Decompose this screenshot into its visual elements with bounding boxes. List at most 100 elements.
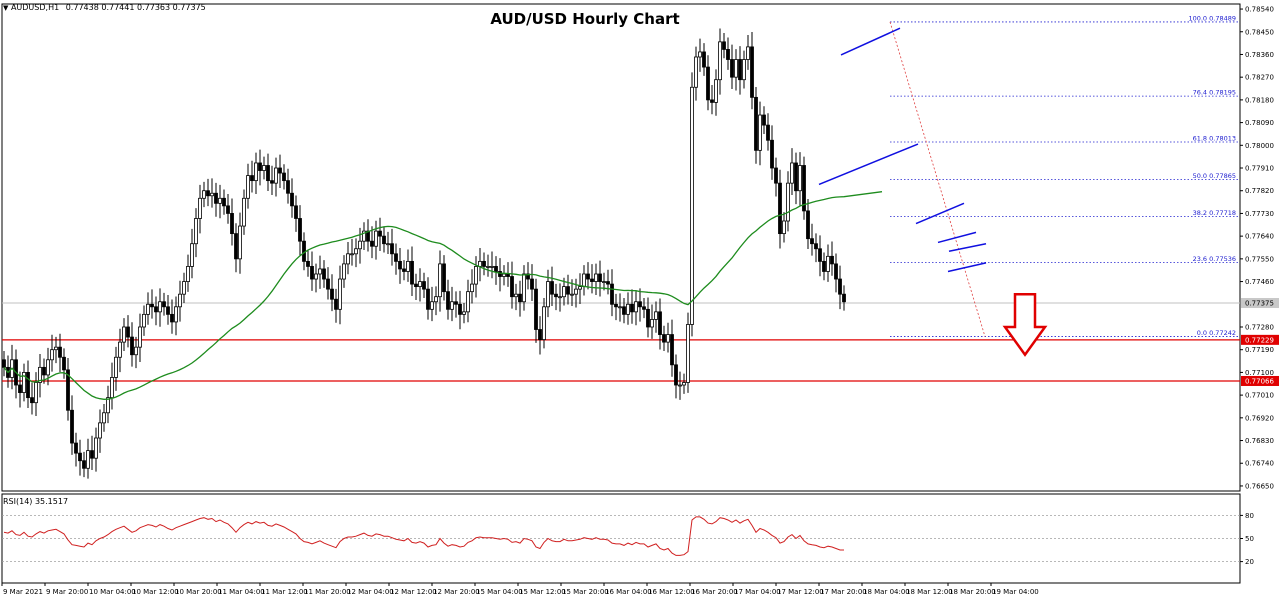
candle-body (170, 313, 174, 323)
y-tick-label: 0.78000 (1245, 142, 1274, 150)
candle-body (282, 172, 286, 182)
candle-body (342, 263, 346, 280)
trend-channel-line[interactable] (947, 262, 987, 273)
candle-body (526, 273, 530, 280)
y-tick-label: 0.78360 (1245, 51, 1274, 59)
candle-body (190, 243, 194, 267)
candle-body (434, 296, 438, 303)
candle-body (298, 218, 302, 242)
candle-body (338, 278, 342, 310)
candle-body (634, 301, 638, 313)
trend-channel-line[interactable] (948, 242, 987, 253)
trend-channel-line[interactable] (937, 231, 977, 244)
candle-body (594, 273, 598, 282)
candle-body (826, 255, 830, 272)
trend-channel-line[interactable] (818, 143, 919, 186)
candle-body (230, 213, 234, 235)
candle-body (542, 306, 546, 341)
candle-body (398, 260, 402, 270)
candle-body (378, 230, 382, 237)
x-tick-label: 15 Mar 04:00 (476, 588, 523, 596)
candle-body (138, 326, 142, 348)
candle-body (818, 248, 822, 262)
price-tag (1241, 375, 1279, 386)
x-tick-label: 17 Mar 12:00 (777, 588, 824, 596)
candle-body (74, 442, 78, 454)
candle-body (70, 409, 74, 444)
candle-body (66, 369, 70, 411)
y-tick-label: 0.78180 (1245, 96, 1274, 104)
candle-body (162, 301, 166, 308)
moving-average-line (3, 191, 883, 400)
candle-body (802, 165, 806, 212)
candle-body (126, 326, 130, 338)
candle-body (226, 205, 230, 214)
candle-body (598, 273, 602, 282)
x-tick-label: 17 Mar 04:00 (734, 588, 781, 596)
x-tick-label: 12 Mar 12:00 (390, 588, 437, 596)
candle-body (42, 366, 46, 376)
candle-body (454, 301, 458, 305)
y-tick-label: 0.77229 (1245, 336, 1274, 344)
candle-body (534, 288, 538, 330)
candle-body (614, 303, 618, 308)
candle-body (182, 281, 186, 295)
candle-body (714, 79, 718, 103)
candle-body (194, 218, 198, 245)
y-tick-label: 0.77375 (1245, 300, 1274, 308)
y-tick-label: 0.77550 (1245, 255, 1274, 263)
trend-channel-line[interactable] (915, 202, 965, 225)
candle-body (786, 182, 790, 222)
candle-body (274, 167, 278, 184)
candle-body (174, 306, 178, 323)
candle-body (250, 175, 254, 182)
candle-body (706, 66, 710, 101)
y-tick-label: 0.77910 (1245, 165, 1274, 173)
candle-body (262, 165, 266, 171)
candle-body (690, 86, 694, 325)
candle-body (834, 263, 838, 280)
candle-body (222, 197, 226, 207)
rsi-level-label: 20 (1245, 558, 1254, 566)
fibonacci-level-label: 76.4 0.78195 (1193, 89, 1236, 97)
y-tick-label: 0.78540 (1245, 6, 1274, 14)
candle-body (94, 437, 98, 459)
fibonacci-level-label: 23.6 0.77536 (1193, 255, 1236, 263)
candle-body (474, 266, 478, 285)
x-tick-label: 17 Mar 20:00 (820, 588, 867, 596)
trend-channel-line[interactable] (840, 27, 901, 56)
candle-body (710, 99, 714, 103)
candle-body (658, 311, 662, 335)
y-tick-label: 0.77280 (1245, 323, 1274, 331)
x-tick-label: 11 Mar 04:00 (218, 588, 265, 596)
candle-body (150, 303, 154, 308)
rsi-level-label: 80 (1245, 512, 1254, 520)
candle-body (374, 230, 378, 247)
candle-body (562, 286, 566, 298)
candle-body (770, 139, 774, 169)
candle-body (518, 293, 522, 303)
candle-body (154, 306, 158, 313)
candle-body (574, 288, 578, 295)
candle-body (734, 59, 738, 78)
candle-body (390, 243, 394, 255)
candle-body (766, 124, 770, 141)
x-tick-label: 12 Mar 20:00 (433, 588, 480, 596)
candle-body (38, 366, 42, 383)
candle-body (746, 46, 750, 60)
candle-body (790, 162, 794, 184)
candle-body (566, 286, 570, 295)
candle-body (22, 372, 26, 393)
candle-body (838, 278, 842, 295)
candle-body (110, 377, 114, 399)
candle-body (142, 313, 146, 328)
y-tick-label: 0.77100 (1245, 369, 1274, 377)
collapse-triangle-icon[interactable]: ▼ (3, 4, 9, 12)
candle-body (586, 273, 590, 280)
x-tick-label: 15 Mar 20:00 (562, 588, 609, 596)
candle-body (778, 182, 782, 235)
candle-body (578, 286, 582, 290)
x-tick-label: 16 Mar 04:00 (605, 588, 652, 596)
candle-body (682, 382, 686, 386)
